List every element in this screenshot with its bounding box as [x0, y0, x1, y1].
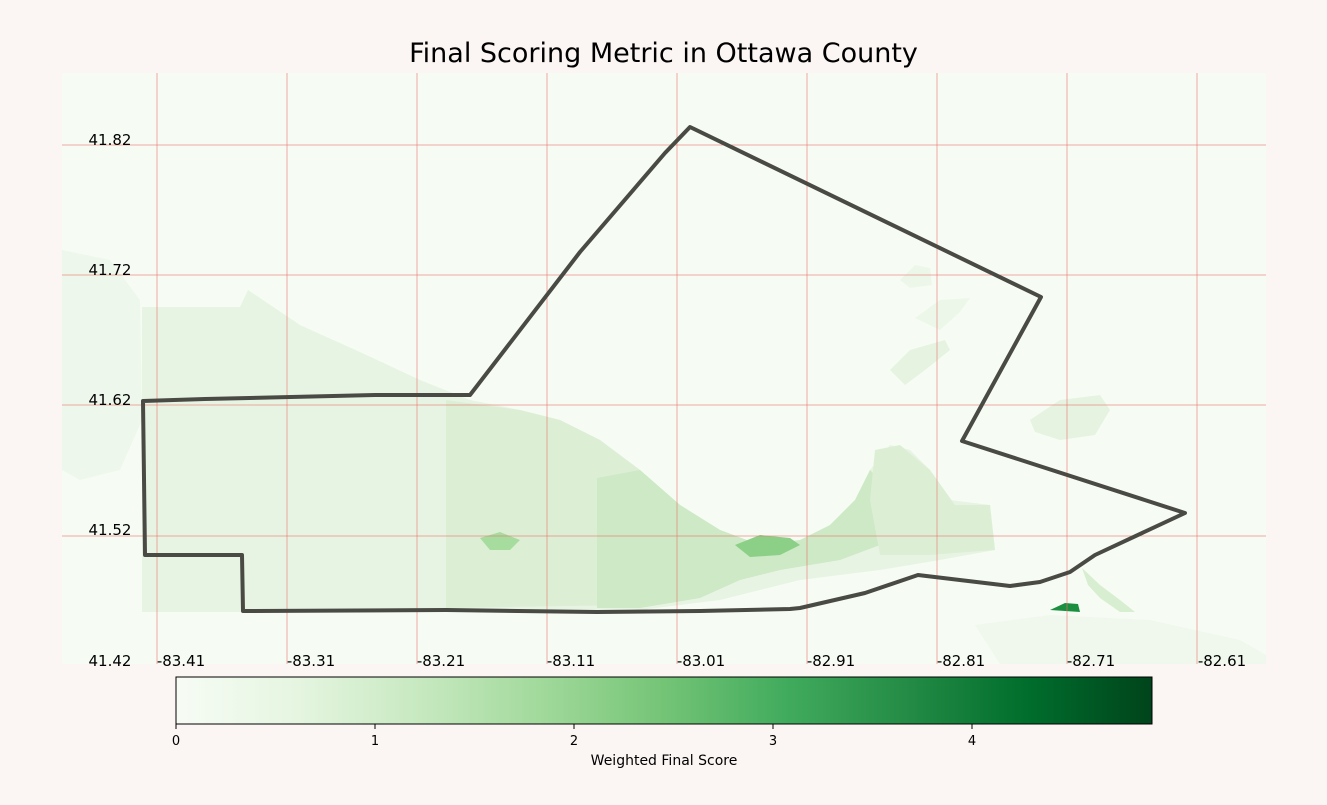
lon-tick-label: -82.61 — [1198, 652, 1246, 670]
colorbar-tick-label: 4 — [968, 734, 976, 749]
colorbar-tick-label: 2 — [570, 734, 578, 749]
map-title: Final Scoring Metric in Ottawa County — [409, 38, 918, 69]
score-raster — [62, 250, 1266, 664]
map-grid — [62, 73, 1266, 664]
score-island-1 — [1030, 395, 1110, 440]
lon-tick-label: -83.11 — [547, 652, 595, 670]
lon-tick-label: -83.31 — [287, 652, 335, 670]
county-boundary — [141, 125, 1187, 614]
lat-tick-label: 41.52 — [89, 521, 132, 539]
score-west-edge — [62, 250, 142, 480]
colorbar-tick-marks — [175, 724, 973, 729]
score-south-shore — [975, 615, 1266, 664]
lon-tick-label: -82.71 — [1067, 652, 1115, 670]
score-island-4 — [915, 298, 970, 330]
colorbar-tick-label: 0 — [172, 734, 180, 749]
score-region-east-patch — [870, 445, 995, 555]
colorbar-gradient — [175, 676, 1153, 725]
score-hotspot-c — [1050, 603, 1080, 612]
lon-tick-label: -82.91 — [807, 652, 855, 670]
colorbar-tick-label: 1 — [371, 734, 379, 749]
longitude-ticks: -83.41 -83.31 -83.21 -83.11 -83.01 -82.9… — [157, 652, 1246, 670]
latitude-ticks: 41.82 41.72 41.62 41.52 41.42 — [89, 131, 132, 670]
lon-tick-label: -83.41 — [157, 652, 205, 670]
colorbar: 0 1 2 3 4 Weighted Final Score — [172, 676, 1153, 769]
colorbar-label: Weighted Final Score — [591, 753, 738, 769]
score-hotspot-a — [735, 535, 800, 557]
colorbar-tick-label: 3 — [769, 734, 777, 749]
lat-tick-label: 41.42 — [89, 652, 132, 670]
lat-tick-label: 41.82 — [89, 131, 132, 149]
lat-tick-label: 41.62 — [89, 391, 132, 409]
score-island-2 — [890, 340, 950, 385]
lon-tick-label: -83.01 — [677, 652, 725, 670]
score-region-south — [597, 470, 880, 608]
lon-tick-label: -83.21 — [417, 652, 465, 670]
score-shore-east — [1082, 568, 1135, 612]
score-island-3 — [900, 265, 932, 288]
lat-tick-label: 41.72 — [89, 261, 132, 279]
lon-tick-label: -82.81 — [937, 652, 985, 670]
